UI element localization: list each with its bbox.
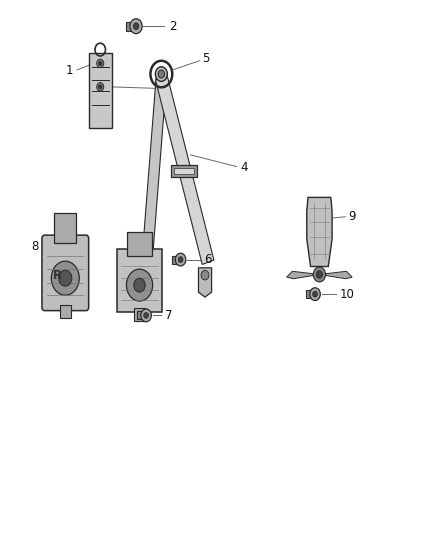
- Polygon shape: [307, 197, 332, 266]
- Text: 9: 9: [349, 209, 356, 223]
- FancyBboxPatch shape: [126, 22, 134, 31]
- Circle shape: [175, 253, 186, 266]
- FancyBboxPatch shape: [172, 255, 180, 264]
- Text: 1: 1: [65, 64, 73, 77]
- Circle shape: [201, 270, 209, 280]
- Circle shape: [178, 257, 183, 262]
- FancyBboxPatch shape: [42, 235, 88, 311]
- FancyBboxPatch shape: [134, 308, 145, 321]
- Circle shape: [144, 312, 148, 318]
- Circle shape: [158, 70, 165, 78]
- Circle shape: [310, 288, 320, 301]
- FancyBboxPatch shape: [54, 213, 76, 243]
- Circle shape: [313, 267, 325, 282]
- Polygon shape: [198, 268, 212, 297]
- Circle shape: [133, 23, 139, 29]
- FancyBboxPatch shape: [89, 53, 112, 128]
- FancyBboxPatch shape: [127, 232, 152, 256]
- Polygon shape: [319, 271, 352, 279]
- Polygon shape: [155, 76, 214, 264]
- FancyBboxPatch shape: [137, 311, 145, 319]
- Circle shape: [130, 19, 142, 34]
- Text: 2: 2: [169, 20, 176, 33]
- Circle shape: [99, 85, 102, 89]
- Text: 6: 6: [204, 253, 212, 266]
- Circle shape: [97, 59, 104, 68]
- Text: 4: 4: [240, 161, 247, 174]
- FancyBboxPatch shape: [60, 305, 71, 318]
- Text: 3: 3: [160, 82, 167, 95]
- FancyBboxPatch shape: [306, 290, 314, 298]
- Circle shape: [141, 309, 151, 322]
- Circle shape: [59, 270, 72, 286]
- FancyBboxPatch shape: [117, 249, 162, 312]
- Circle shape: [134, 278, 145, 292]
- Circle shape: [51, 261, 79, 295]
- FancyBboxPatch shape: [174, 167, 194, 174]
- FancyBboxPatch shape: [171, 165, 197, 176]
- Text: 7: 7: [165, 309, 173, 322]
- Text: R: R: [53, 269, 62, 282]
- Polygon shape: [287, 271, 319, 279]
- Circle shape: [97, 83, 104, 91]
- Text: 10: 10: [339, 288, 354, 301]
- Text: 5: 5: [202, 52, 210, 64]
- Text: 8: 8: [32, 240, 39, 253]
- Circle shape: [316, 271, 322, 278]
- Polygon shape: [140, 77, 166, 291]
- Circle shape: [155, 67, 167, 82]
- Circle shape: [127, 269, 152, 301]
- Circle shape: [313, 291, 318, 297]
- Circle shape: [99, 61, 102, 66]
